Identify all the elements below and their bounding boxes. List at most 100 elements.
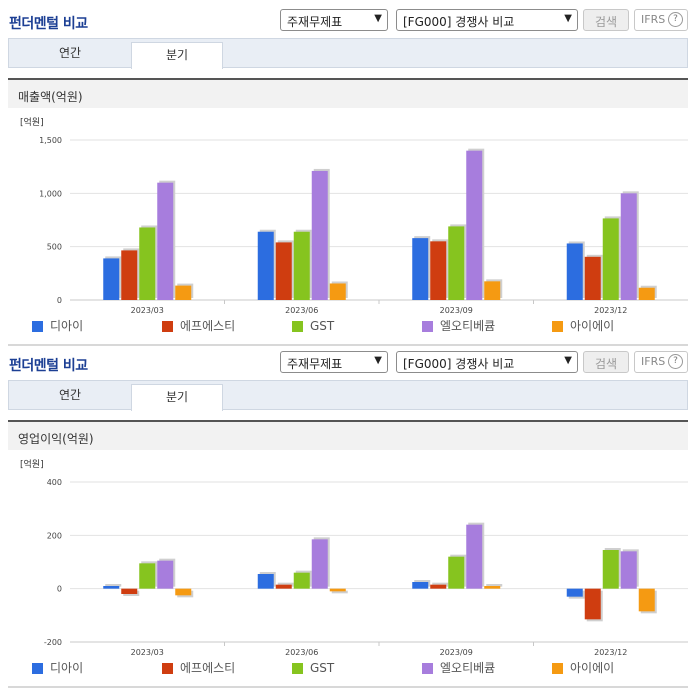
bar: [275, 242, 292, 300]
bar: [412, 238, 429, 300]
chevron-down-icon: ▼: [564, 355, 572, 366]
statement-type-select[interactable]: 주재무제표 ▼: [280, 9, 388, 31]
y-tick-label: 1,000: [39, 189, 62, 198]
statement-type-select[interactable]: 주재무제표 ▼: [280, 351, 388, 373]
legend-label: GST: [310, 319, 335, 333]
tab-annual[interactable]: 연간: [58, 388, 82, 402]
peer-group-value: [FG000] 경쟁사 비교: [403, 357, 515, 371]
panel-title: 펀더멘털 비교: [9, 358, 88, 374]
legend-swatch: [422, 321, 433, 332]
bar: [121, 250, 138, 300]
panel-title: 펀더멘털 비교: [9, 16, 88, 32]
bar: [329, 283, 346, 300]
help-icon: ?: [668, 12, 683, 27]
divider: [8, 344, 688, 346]
bar: [602, 550, 619, 589]
x-tick-label: 2023/09: [440, 648, 473, 657]
bar: [329, 588, 346, 592]
search-button[interactable]: 검색: [583, 351, 629, 373]
operating-profit-bar-chart: [억원] -200 0 200 400 2023/03 2023/06 2023/09 2023…: [20, 458, 688, 675]
bar: [638, 588, 655, 612]
bar: [566, 243, 583, 300]
bar: [466, 524, 483, 589]
bar: [293, 231, 310, 300]
bar: [139, 227, 156, 300]
unit-label: [억원]: [20, 116, 44, 128]
x-tick-label: 2023/12: [594, 648, 627, 657]
bar: [275, 584, 292, 589]
x-tick-label: 2023/06: [285, 306, 318, 315]
legend-swatch: [32, 321, 43, 332]
bar: [584, 256, 601, 300]
bar-shadow: [105, 584, 122, 587]
bar: [484, 586, 501, 589]
x-tick-label: 2023/09: [440, 306, 473, 315]
chart-container: 영업이익(억원) [억원] -200 0 200 400 2023/03 2023/06 20…: [8, 420, 688, 688]
bar: [430, 584, 447, 589]
search-button[interactable]: 검색: [583, 9, 629, 31]
peer-group-value: [FG000] 경쟁사 비교: [403, 15, 515, 29]
sales-bar-chart: [억원] 0 500 1,000 1,500 2023/03 2023/06 2023/09 2…: [20, 116, 688, 333]
bar-shadow: [486, 584, 503, 587]
ifrs-help-button[interactable]: IFRS?: [634, 351, 688, 373]
bar: [103, 586, 120, 589]
legend-swatch: [162, 663, 173, 674]
bar: [257, 574, 274, 589]
x-tick-label: 2023/12: [594, 306, 627, 315]
panel-header: 펀더멘털 비교 주재무제표 ▼ [FG000] 경쟁사 비교 ▼ 검색 IFRS?: [0, 342, 696, 380]
chart-container: 매출액(억원) [억원] 0 500 1,000 1,500 2023/03 2023/06…: [8, 78, 688, 346]
bar-shadow: [331, 590, 348, 594]
peer-group-select[interactable]: [FG000] 경쟁사 비교 ▼: [396, 9, 578, 31]
y-tick-label: 0: [57, 296, 62, 305]
legend-label: 에프에스티: [180, 319, 235, 333]
y-tick-label: 400: [47, 478, 62, 487]
y-tick-label: 500: [47, 243, 62, 252]
bar: [620, 551, 637, 589]
period-tabs: 연간 분기: [8, 38, 688, 69]
legend-swatch: [552, 321, 563, 332]
bar: [448, 556, 465, 589]
ifrs-help-button[interactable]: IFRS?: [634, 9, 688, 31]
bar: [638, 287, 655, 300]
period-tabs: 연간 분기: [8, 380, 688, 411]
bar: [157, 560, 174, 589]
fundamental-panel-operating-profit: 펀더멘털 비교 주재무제표 ▼ [FG000] 경쟁사 비교 ▼ 검색 IFRS? …: [0, 342, 696, 688]
legend-swatch: [292, 663, 303, 674]
bar: [293, 572, 310, 589]
bar: [566, 588, 583, 597]
y-tick-label: 1,500: [39, 136, 62, 145]
legend-swatch: [422, 663, 433, 674]
bar: [175, 588, 192, 596]
tab-annual[interactable]: 연간: [58, 46, 82, 60]
bar: [602, 218, 619, 300]
bar: [175, 285, 192, 300]
tab-quarterly[interactable]: 분기: [131, 384, 223, 411]
bar: [448, 226, 465, 300]
bar: [584, 588, 601, 620]
help-icon: ?: [668, 354, 683, 369]
legend-label: 아이에이: [570, 319, 614, 333]
legend-label: 에프에스티: [180, 661, 235, 675]
chart-title: 매출액(억원): [8, 80, 688, 108]
peer-group-select[interactable]: [FG000] 경쟁사 비교 ▼: [396, 351, 578, 373]
chevron-down-icon: ▼: [564, 13, 572, 24]
ifrs-label: IFRS: [641, 355, 666, 368]
legend-swatch: [162, 321, 173, 332]
bar: [484, 281, 501, 300]
statement-type-value: 주재무제표: [287, 357, 343, 371]
legend-swatch: [292, 321, 303, 332]
x-tick-label: 2023/03: [131, 306, 164, 315]
ifrs-label: IFRS: [641, 13, 666, 26]
bar: [157, 182, 174, 300]
tab-quarterly[interactable]: 분기: [131, 42, 223, 69]
legend-swatch: [552, 663, 563, 674]
legend-label: 아이에이: [570, 661, 614, 675]
y-tick-label: -200: [44, 638, 62, 647]
y-tick-label: 0: [57, 585, 62, 594]
y-tick-label: 200: [47, 531, 62, 540]
chevron-down-icon: ▼: [374, 13, 382, 24]
fundamental-panel-sales: 펀더멘털 비교 주재무제표 ▼ [FG000] 경쟁사 비교 ▼ 검색 IFRS? …: [8, 9, 688, 346]
bar: [311, 170, 328, 300]
x-tick-label: 2023/03: [131, 648, 164, 657]
x-tick-label: 2023/06: [285, 648, 318, 657]
